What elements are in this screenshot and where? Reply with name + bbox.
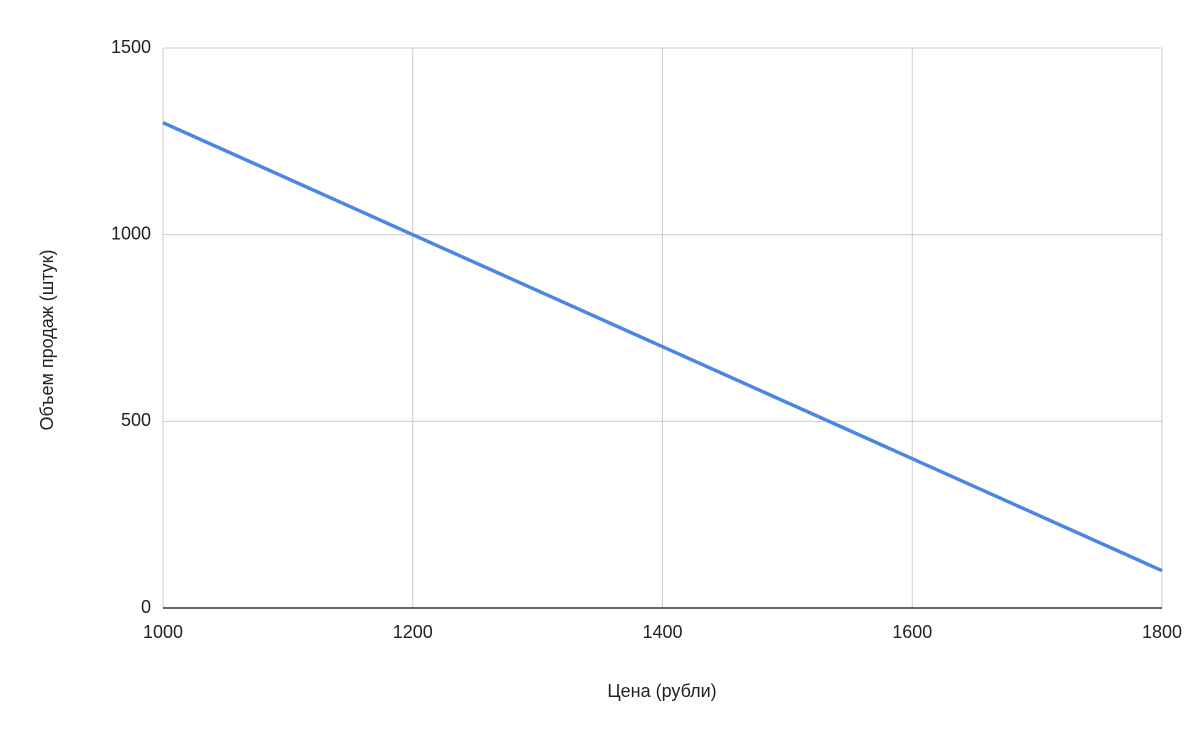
x-tick-label: 1200 (393, 622, 433, 642)
y-tick-label: 1500 (111, 37, 151, 57)
data-line (162, 121, 1163, 573)
y-axis-title: Объем продаж (штук) (37, 249, 57, 430)
x-tick-label: 1600 (892, 622, 932, 642)
x-tick-label: 1800 (1142, 622, 1182, 642)
y-tick-label: 0 (141, 597, 151, 617)
x-tick-label: 1000 (143, 622, 183, 642)
y-tick-label: 1000 (111, 223, 151, 243)
x-tick-label: 1400 (642, 622, 682, 642)
x-axis-title: Цена (рубли) (607, 681, 716, 701)
y-tick-label: 500 (121, 410, 151, 430)
